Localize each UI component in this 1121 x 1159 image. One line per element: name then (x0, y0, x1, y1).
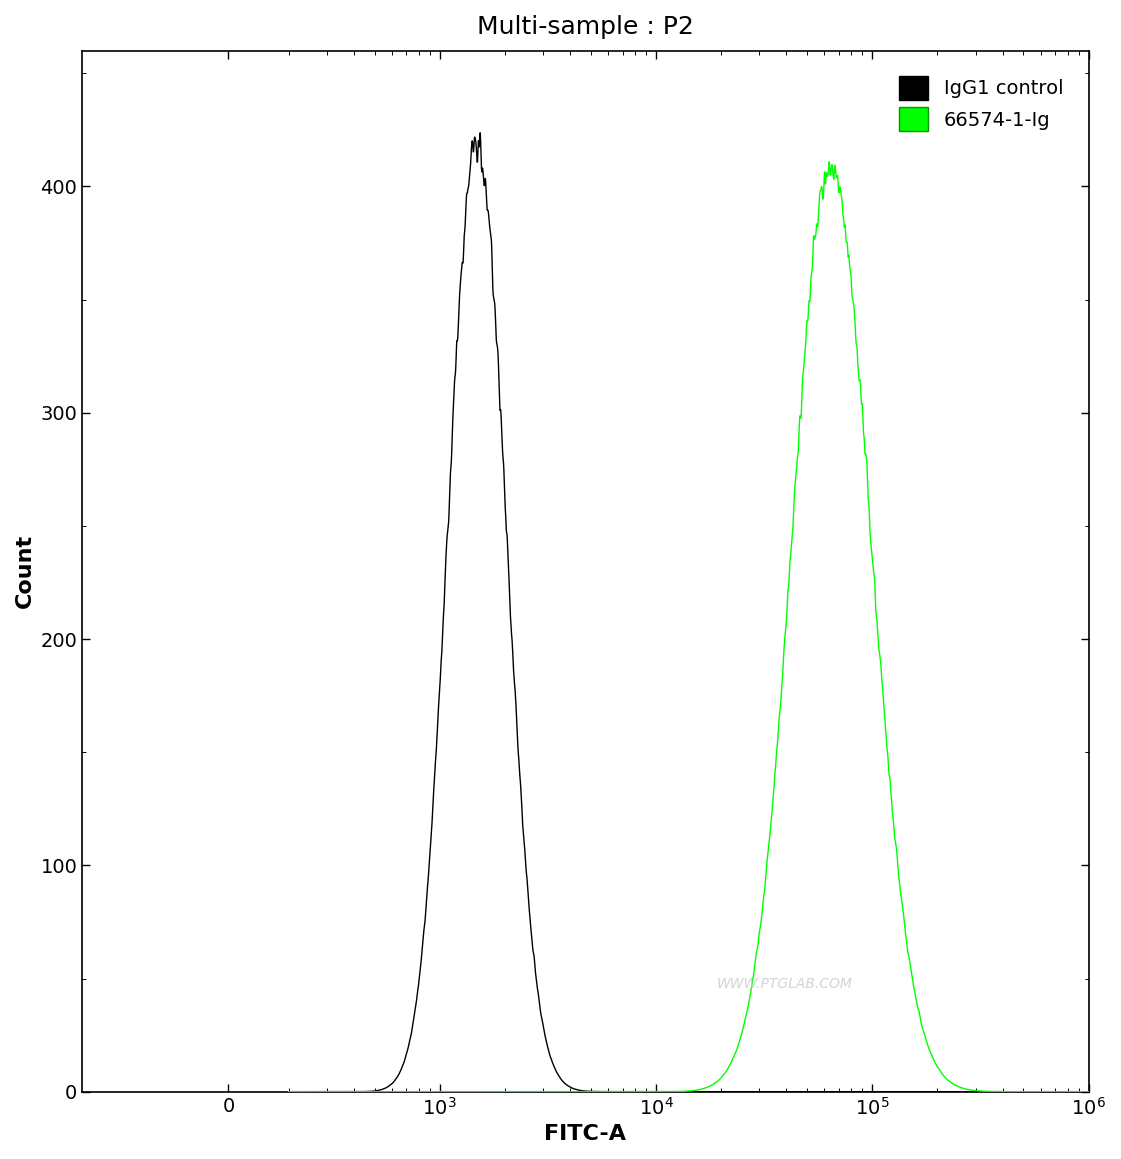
Text: WWW.PTGLAB.COM: WWW.PTGLAB.COM (716, 977, 852, 991)
Title: Multi-sample : P2: Multi-sample : P2 (478, 15, 694, 39)
X-axis label: FITC-A: FITC-A (545, 1124, 627, 1144)
Y-axis label: Count: Count (15, 534, 35, 608)
Legend: IgG1 control, 66574-1-Ig: IgG1 control, 66574-1-Ig (883, 60, 1078, 147)
